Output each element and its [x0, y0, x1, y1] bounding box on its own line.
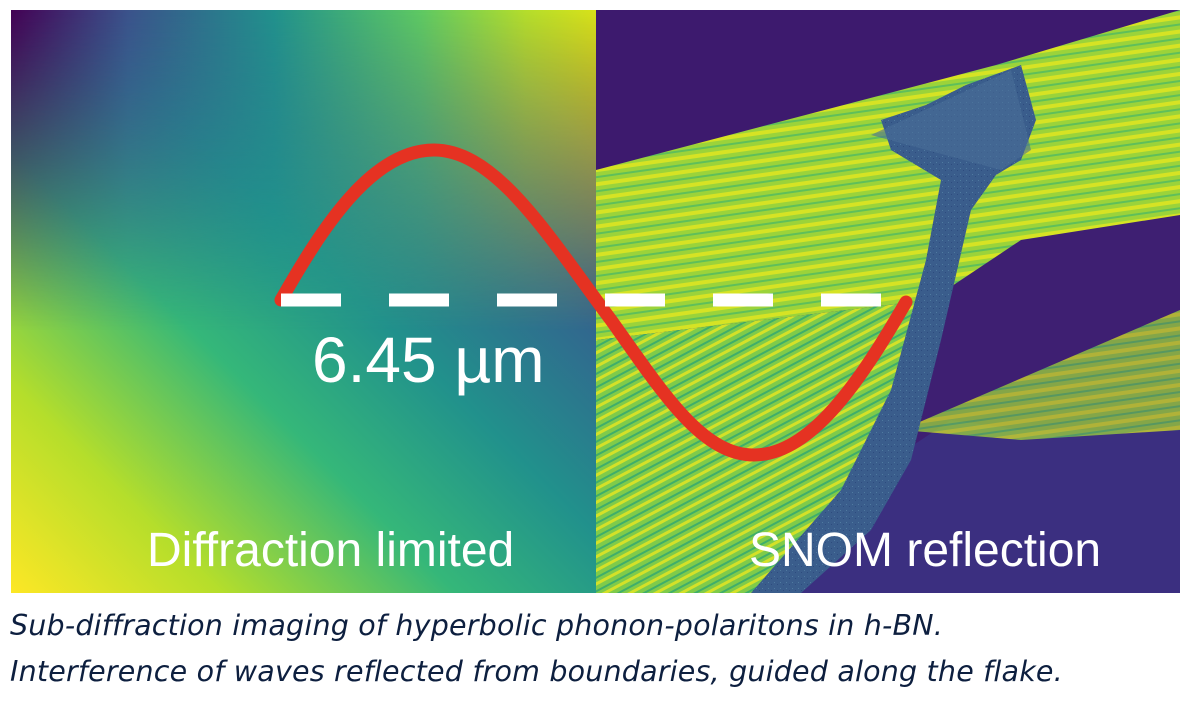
caption-line-2: Interference of waves reflected from bou…: [10, 655, 1063, 688]
right-panel-label: SNOM reflection: [749, 524, 1101, 577]
wave-line: [274, 143, 913, 462]
figure: 6.45 µm Diffraction limited SNOM reflect…: [11, 10, 1180, 593]
figure-caption: Sub-diffraction imaging of hyperbolic ph…: [10, 603, 1180, 695]
left-panel-label: Diffraction limited: [147, 524, 514, 577]
caption-line-1: Sub-diffraction imaging of hyperbolic ph…: [10, 609, 944, 642]
scale-bar-label: 6.45 µm: [312, 324, 545, 396]
snom-reflection-panel: [596, 10, 1180, 593]
